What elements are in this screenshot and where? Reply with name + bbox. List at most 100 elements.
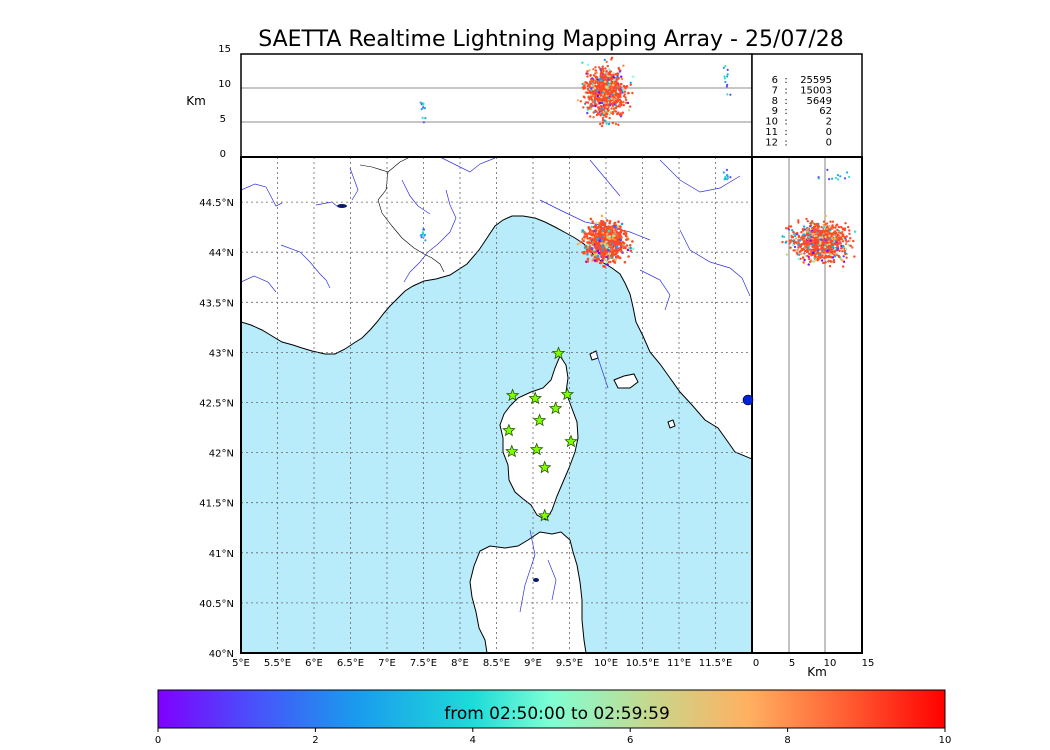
- lightning-source: [596, 87, 599, 91]
- lightning-source: [801, 256, 805, 259]
- sardinia-island: [469, 531, 587, 653]
- lightning-source: [602, 264, 605, 268]
- lightning-source: [828, 244, 831, 248]
- lat-tick-label: 44°N: [209, 248, 234, 259]
- lightning-source: [618, 70, 622, 73]
- lightning-source: [601, 251, 605, 254]
- lightning-source: [422, 228, 425, 231]
- lightning-source: [601, 93, 605, 96]
- lat-tick-label: 40.5°N: [199, 599, 234, 610]
- lightning-source: [611, 246, 614, 249]
- colorbar-tick-label: 2: [312, 735, 318, 746]
- lightning-source: [593, 255, 597, 259]
- lightning-source: [620, 250, 623, 253]
- stats-separator: :: [784, 96, 787, 107]
- lightning-source: [833, 255, 837, 258]
- lightning-source: [830, 243, 833, 246]
- lightning-source: [609, 254, 613, 257]
- lightning-source: [588, 69, 591, 72]
- lightning-source: [583, 85, 586, 89]
- lightning-source: [797, 257, 800, 261]
- lightning-source: [784, 241, 787, 244]
- lightning-source: [581, 61, 584, 64]
- lat-tick-label: 44.5°N: [199, 198, 234, 209]
- lightning-source: [614, 106, 617, 110]
- lightning-source: [841, 244, 845, 248]
- lon-tick-label: 9.5°E: [556, 658, 583, 669]
- lightning-source: [617, 123, 620, 127]
- lightning-source: [613, 100, 617, 104]
- lightning-source: [837, 238, 841, 242]
- lightning-source: [599, 122, 602, 126]
- lightning-source: [588, 96, 591, 99]
- lightning-source: [800, 243, 803, 246]
- lightning-source: [840, 225, 843, 229]
- lightning-source: [819, 256, 822, 259]
- lightning-source: [622, 88, 625, 92]
- lon-tick-label: 11°E: [667, 658, 691, 669]
- lightning-source: [726, 73, 729, 76]
- lightning-source: [811, 244, 815, 248]
- lightning-source: [608, 235, 611, 238]
- lightning-source: [853, 230, 857, 233]
- lightning-source: [823, 256, 826, 259]
- lightning-source: [817, 176, 820, 179]
- lightning-source: [621, 111, 625, 114]
- lightning-source: [617, 85, 620, 88]
- lightning-source: [622, 232, 626, 236]
- lightning-source: [826, 238, 830, 241]
- lightning-source: [792, 230, 795, 234]
- lightning-source: [423, 233, 426, 236]
- lightning-source: [619, 225, 622, 228]
- lightning-source: [824, 252, 827, 255]
- lightning-source: [596, 80, 599, 83]
- lightning-source: [610, 226, 613, 229]
- lightning-source: [801, 228, 805, 231]
- lightning-source: [619, 244, 623, 247]
- stats-separator: :: [784, 106, 787, 117]
- lightning-source: [586, 260, 590, 263]
- lightning-source: [798, 253, 801, 256]
- lightning-source: [611, 112, 614, 116]
- lightning-source: [832, 258, 836, 262]
- lightning-source: [611, 259, 615, 263]
- lightning-source: [803, 252, 806, 255]
- lightning-source: [609, 78, 613, 81]
- lightning-source: [838, 229, 841, 233]
- lightning-source: [591, 243, 594, 246]
- lightning-source: [612, 94, 615, 98]
- lightning-source: [608, 116, 611, 120]
- lightning-source: [833, 247, 837, 250]
- lightning-source: [805, 217, 808, 221]
- lightning-source: [591, 84, 595, 88]
- lightning-source: [597, 225, 601, 228]
- lightning-source: [596, 254, 600, 258]
- lightning-source: [604, 257, 608, 261]
- lightning-source: [807, 263, 810, 266]
- lightning-source: [604, 109, 608, 112]
- station-star-marker: [560, 387, 575, 401]
- lightning-source: [837, 255, 841, 259]
- lightning-source: [791, 229, 794, 232]
- lightning-source: [817, 255, 820, 258]
- lightning-source: [810, 248, 813, 252]
- lightning-source: [787, 225, 791, 228]
- lightning-source: [586, 243, 590, 247]
- lightning-source: [420, 236, 423, 239]
- lightning-source: [598, 110, 601, 114]
- lightning-source: [813, 252, 817, 256]
- stats-separator: :: [784, 85, 787, 96]
- lightning-source: [792, 239, 795, 242]
- lightning-source: [795, 232, 799, 236]
- lightning-source: [822, 239, 826, 242]
- lightning-source: [798, 250, 801, 254]
- lightning-source: [623, 229, 626, 233]
- lightning-source: [586, 75, 589, 78]
- lightning-source: [599, 93, 603, 97]
- lightning-source: [619, 238, 622, 241]
- lightning-source: [601, 257, 605, 261]
- lightning-source: [592, 91, 595, 94]
- lightning-source: [806, 228, 809, 231]
- lightning-source: [589, 74, 592, 78]
